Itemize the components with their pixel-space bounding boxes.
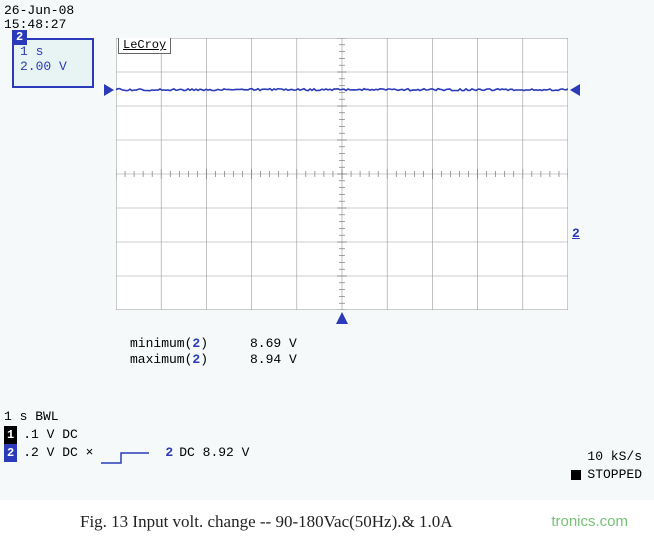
bottom-right-info: 10 kS/s STOPPED — [571, 448, 642, 484]
watermark: tronics.com — [551, 513, 628, 530]
measurement-row: minimum(2)8.69 V — [130, 336, 297, 352]
brand-label: LeCroy — [118, 38, 171, 54]
timebase-row: 1 s BWL — [4, 408, 249, 426]
ch1-text: .1 V DC — [23, 426, 78, 444]
dc-value-channel: 2 — [165, 444, 173, 462]
ch1-badge: 1 — [4, 426, 17, 444]
ch2-row: 2 .2 V DC × 2 DC 8.92 V — [4, 444, 249, 462]
oscilloscope-screen: 26-Jun-08 15:48:27 2 1 s 2.00 V LeCroy 2… — [0, 0, 654, 500]
measurement-value: 8.94 V — [250, 352, 297, 368]
ch1-row: 1 .1 V DC — [4, 426, 249, 444]
trace-start-marker-icon — [104, 84, 114, 96]
ch2-badge: 2 — [4, 444, 17, 462]
vdiv-label: 2.00 V — [20, 59, 86, 74]
measurement-label: maximum(2) — [130, 352, 250, 368]
step-edge-icon — [99, 451, 159, 463]
date-text: 26-Jun-08 — [4, 4, 74, 18]
measurement-label: minimum(2) — [130, 336, 250, 352]
datetime: 26-Jun-08 15:48:27 — [4, 4, 74, 32]
stop-icon — [571, 470, 581, 480]
trace-end-marker-icon — [570, 84, 580, 96]
sample-rate: 10 kS/s — [571, 448, 642, 466]
measurement-value: 8.69 V — [250, 336, 297, 352]
status-row: STOPPED — [571, 466, 642, 484]
ch2-text: .2 V DC × — [23, 444, 93, 462]
dc-value: DC 8.92 V — [179, 444, 249, 462]
timebase-label: 1 s — [20, 44, 86, 59]
measurements-block: minimum(2)8.69 Vmaximum(2)8.94 V — [130, 336, 297, 368]
grid-svg — [116, 38, 568, 310]
right-channel-label: 2 — [572, 226, 580, 241]
channel-info-box: 2 1 s 2.00 V — [12, 38, 94, 88]
bottom-info: 1 s BWL 1 .1 V DC 2 .2 V DC × 2 DC 8.92 … — [4, 408, 249, 462]
status-text: STOPPED — [587, 467, 642, 482]
measurement-row: maximum(2)8.94 V — [130, 352, 297, 368]
waveform-grid — [116, 38, 568, 310]
trigger-marker-icon — [336, 312, 348, 324]
channel-badge: 2 — [12, 30, 27, 45]
